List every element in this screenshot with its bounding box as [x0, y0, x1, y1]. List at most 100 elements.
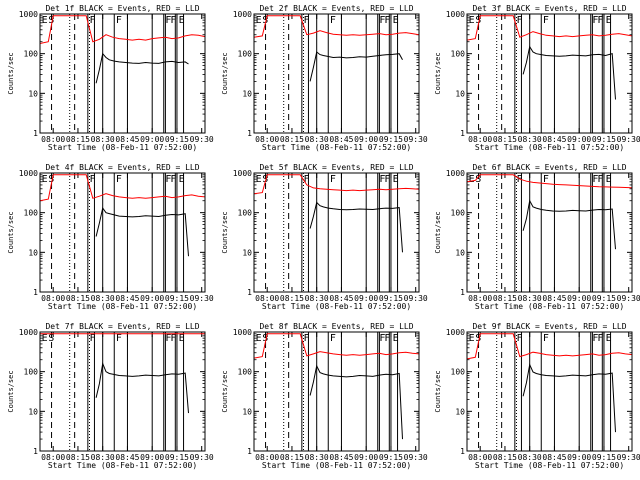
lld-series-line: [467, 333, 632, 360]
y-tick-label: 1: [247, 447, 252, 456]
marker-letter: F: [330, 174, 336, 185]
marker-letter: S: [262, 15, 268, 26]
x-tick-label: 08:15: [493, 453, 517, 462]
y-tick-label: 1000: [19, 10, 38, 19]
y-tick-label: 100: [451, 209, 466, 218]
x-tick-label: 08:00: [41, 453, 65, 462]
x-tick-label: 08:00: [41, 135, 65, 144]
x-tick-label: 08:45: [329, 135, 353, 144]
x-tick-label: 08:15: [493, 135, 517, 144]
lld-series-line: [467, 15, 632, 41]
y-tick-label: 10: [455, 89, 465, 98]
y-tick-label: 10: [242, 89, 252, 98]
plot-frame: [466, 13, 633, 134]
panel-title: Det 6f BLACK = Events, RED = LLD: [472, 163, 626, 172]
marker-letter: F: [543, 333, 549, 344]
marker-letter: E: [393, 174, 399, 185]
marker-letter: F: [304, 174, 310, 185]
x-tick-label: 08:45: [115, 294, 139, 303]
marker-letter: E: [606, 333, 612, 344]
x-tick-label: 08:00: [255, 294, 279, 303]
x-tick-label: 08:30: [305, 135, 329, 144]
y-tick-label: 1000: [19, 328, 38, 337]
x-tick-label: 08:45: [542, 135, 566, 144]
marker-letter: F: [330, 333, 336, 344]
events-series-line: [522, 45, 616, 100]
y-axis-label: Counts/sec: [221, 370, 229, 412]
marker-letter: F: [379, 15, 385, 26]
y-tick-label: 100: [238, 209, 253, 218]
marker-letter: F: [90, 174, 96, 185]
marker-letter: F: [517, 333, 523, 344]
x-tick-label: 09:30: [404, 294, 428, 303]
events-series-line: [95, 52, 189, 84]
x-tick-label: 08:45: [542, 294, 566, 303]
marker-letter: E: [42, 333, 48, 344]
panel-title: Det 8f BLACK = Events, RED = LLD: [259, 322, 413, 331]
x-tick-label: 09:15: [165, 135, 189, 144]
y-tick-label: 1: [33, 447, 38, 456]
y-tick-label: 1000: [446, 328, 465, 337]
x-tick-label: 08:15: [66, 453, 90, 462]
y-tick-label: 10: [28, 248, 38, 257]
marker-letter: F: [384, 174, 390, 185]
y-axis-label: Counts/sec: [434, 211, 442, 253]
y-tick-label: 1: [460, 129, 465, 138]
x-tick-label: 08:15: [280, 135, 304, 144]
marker-letter: F: [170, 15, 176, 26]
x-tick-label: 09:30: [617, 453, 640, 462]
y-tick-label: 100: [24, 368, 39, 377]
x-tick-label: 08:00: [468, 453, 492, 462]
x-tick-label: 08:00: [468, 294, 492, 303]
y-tick-label: 1000: [446, 169, 465, 178]
detector-panel-1: Det 1f BLACK = Events, RED = LLD Counts/s…: [7, 4, 214, 152]
y-tick-label: 1: [460, 447, 465, 456]
events-series-line: [309, 364, 403, 440]
events-series-line: [309, 51, 403, 82]
plot-frame: [39, 13, 206, 134]
plot-frame: [39, 172, 206, 293]
lld-series-line: [254, 15, 419, 38]
x-axis-label: Start Time (08-Feb-11 07:52:00): [475, 461, 624, 470]
marker-letter: F: [170, 333, 176, 344]
marker-letter: F: [116, 174, 122, 185]
y-axis-label: Counts/sec: [7, 370, 15, 412]
x-tick-label: 08:00: [255, 453, 279, 462]
marker-letter: E: [256, 15, 262, 26]
x-tick-label: 08:15: [493, 294, 517, 303]
marker-letter: F: [592, 333, 598, 344]
x-tick-label: 09:00: [140, 453, 164, 462]
x-tick-label: 08:45: [329, 294, 353, 303]
x-axis-label: Start Time (08-Feb-11 07:52:00): [475, 143, 624, 152]
x-tick-label: 09:15: [592, 135, 616, 144]
marker-letter: E: [256, 174, 262, 185]
marker-letter: F: [116, 15, 122, 26]
y-tick-label: 1000: [446, 10, 465, 19]
marker-letter: F: [165, 174, 171, 185]
marker-letter: F: [379, 333, 385, 344]
plot-frame: [253, 13, 420, 134]
x-tick-label: 08:15: [66, 294, 90, 303]
x-tick-label: 09:30: [190, 135, 214, 144]
marker-letter: F: [597, 333, 603, 344]
x-tick-label: 09:30: [617, 135, 640, 144]
x-tick-label: 08:30: [91, 453, 115, 462]
marker-letter: E: [393, 15, 399, 26]
plot-frame: [466, 172, 633, 293]
y-tick-label: 1: [247, 129, 252, 138]
y-tick-label: 100: [24, 50, 39, 59]
marker-letter: E: [256, 333, 262, 344]
x-tick-label: 08:30: [305, 453, 329, 462]
detector-panel-8: Det 8f BLACK = Events, RED = LLD Counts/s…: [221, 322, 428, 470]
marker-letter: S: [48, 15, 54, 26]
marker-letter: F: [170, 174, 176, 185]
events-series-line: [95, 361, 189, 414]
marker-letter: F: [597, 174, 603, 185]
y-axis-label: Counts/sec: [7, 211, 15, 253]
x-tick-label: 08:45: [115, 453, 139, 462]
detector-panel-3: Det 3f BLACK = Events, RED = LLD Counts/s…: [434, 4, 640, 152]
marker-letter: F: [517, 15, 523, 26]
x-tick-label: 09:30: [190, 453, 214, 462]
y-tick-label: 100: [238, 50, 253, 59]
panel-title: Det 7f BLACK = Events, RED = LLD: [45, 322, 199, 331]
